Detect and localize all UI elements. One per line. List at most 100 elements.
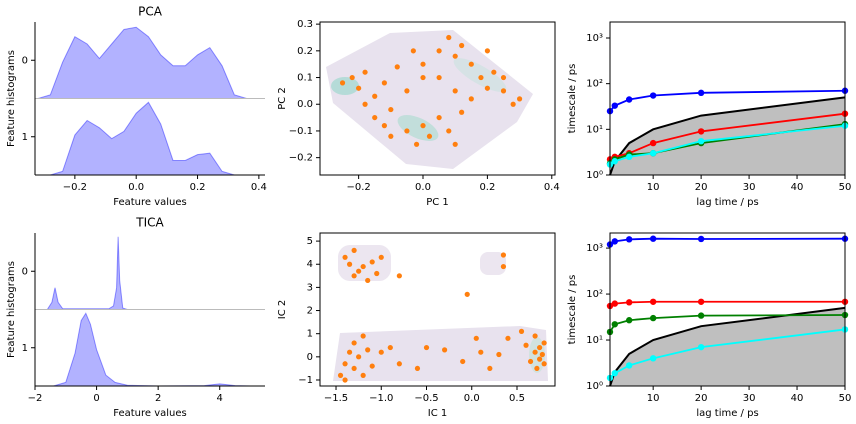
cutoff-area bbox=[610, 307, 845, 386]
scatter-point bbox=[500, 252, 507, 258]
x-tick-label: 40 bbox=[791, 182, 804, 193]
y-tick-label: 10² bbox=[586, 79, 603, 90]
scatter-point bbox=[404, 88, 410, 94]
timescale-marker bbox=[697, 137, 705, 145]
scatter-point bbox=[394, 64, 400, 70]
scatter-point bbox=[452, 88, 458, 94]
timescale-marker bbox=[697, 312, 705, 319]
density-region bbox=[338, 245, 391, 281]
timescale-marker bbox=[611, 158, 618, 165]
scatter-point bbox=[500, 263, 507, 270]
x-tick-label: 0.4 bbox=[251, 182, 267, 193]
axes-frame bbox=[609, 232, 846, 387]
scatter-point bbox=[372, 93, 378, 99]
scatter-point bbox=[369, 259, 375, 265]
y-tick-label: 2 bbox=[307, 306, 313, 317]
y-tick-label: 10⁰ bbox=[586, 170, 603, 181]
scatter-point bbox=[541, 340, 547, 346]
x-tick-label: 40 bbox=[791, 393, 804, 404]
scatter-point bbox=[436, 114, 442, 121]
y-tick-label: 10¹ bbox=[586, 335, 603, 346]
scatter-point bbox=[420, 74, 426, 81]
scatter-point bbox=[484, 48, 490, 54]
scatter-point bbox=[365, 347, 371, 353]
scatter-point bbox=[500, 74, 507, 81]
y-tick-label: 0.3 bbox=[297, 19, 313, 30]
x-axis-label: lag time / ps bbox=[696, 408, 758, 419]
scatter-point bbox=[360, 333, 366, 339]
y-tick-label: 10¹ bbox=[586, 124, 603, 135]
density-region bbox=[326, 30, 533, 169]
scatter-point bbox=[541, 361, 547, 367]
scatter-point bbox=[452, 141, 458, 147]
scatter-point bbox=[468, 61, 474, 67]
x-tick-label: 10 bbox=[647, 393, 660, 404]
y-tick-label: 4 bbox=[307, 259, 313, 270]
y-tick-label: 0 bbox=[22, 55, 28, 66]
x-tick-label: 0.0 bbox=[128, 182, 144, 193]
y-tick-label: −0.1 bbox=[289, 126, 313, 137]
scatter-point bbox=[414, 365, 421, 372]
scatter-point bbox=[396, 273, 402, 279]
scatter-point bbox=[410, 48, 416, 54]
scatter-point bbox=[442, 347, 448, 353]
scatter-point bbox=[372, 114, 378, 121]
x-tick-label: 50 bbox=[839, 182, 852, 193]
y-axis-label: PC 2 bbox=[277, 87, 288, 110]
scatter-point bbox=[468, 96, 474, 102]
timescale-marker bbox=[625, 236, 633, 243]
density-peak bbox=[453, 58, 507, 92]
x-tick-label: 30 bbox=[743, 182, 756, 193]
scatter-point bbox=[516, 96, 523, 102]
x-tick-label: −0.2 bbox=[346, 182, 370, 193]
axes-frame bbox=[319, 232, 556, 387]
x-tick-label: 0.4 bbox=[544, 182, 560, 193]
x-tick-label: 20 bbox=[695, 393, 708, 404]
scatter-point bbox=[484, 85, 490, 91]
x-tick-label: 2 bbox=[155, 393, 161, 404]
scatter-point bbox=[446, 128, 452, 134]
y-tick-label: −1 bbox=[298, 375, 313, 386]
scatter-point bbox=[478, 74, 484, 81]
x-tick-label: 0.2 bbox=[190, 182, 206, 193]
timescale-marker bbox=[649, 150, 657, 157]
scatter-point bbox=[537, 356, 543, 362]
scatter-point bbox=[473, 335, 479, 341]
panel-title: TICA bbox=[135, 216, 164, 230]
scatter-point bbox=[396, 361, 402, 367]
scatter-point bbox=[356, 354, 362, 360]
scatter-point bbox=[539, 351, 545, 358]
y-axis-label: timescale / ps bbox=[567, 275, 578, 345]
scatter-point bbox=[446, 34, 452, 41]
timescale-marker bbox=[697, 343, 705, 351]
x-tick-label: −1.0 bbox=[369, 393, 393, 404]
scatter-point bbox=[420, 123, 426, 129]
scatter-point bbox=[365, 277, 371, 284]
scatter-point bbox=[464, 291, 470, 297]
timescale-marker bbox=[697, 128, 705, 135]
timescale-marker bbox=[611, 300, 618, 307]
timescale-marker bbox=[649, 92, 657, 99]
scatter-point bbox=[337, 372, 344, 378]
timescale-marker bbox=[649, 314, 657, 322]
y-axis-label: Feature histograms bbox=[6, 50, 17, 147]
scatter-point bbox=[423, 344, 430, 351]
scatter-point bbox=[378, 254, 384, 260]
x-tick-label: 0.0 bbox=[464, 393, 480, 404]
scatter-point bbox=[342, 361, 348, 367]
y-tick-label: 10³ bbox=[586, 33, 603, 44]
scatter-point bbox=[346, 349, 353, 355]
scatter-point bbox=[534, 365, 540, 372]
timescale-marker bbox=[625, 299, 633, 306]
x-tick-label: 30 bbox=[743, 393, 756, 404]
timescale-marker bbox=[697, 235, 705, 243]
axes-frame bbox=[319, 21, 556, 176]
scatter-point bbox=[459, 42, 465, 49]
scatter-point bbox=[356, 268, 362, 274]
scatter-point bbox=[537, 344, 543, 351]
scatter-point bbox=[356, 85, 362, 91]
y-tick-label: 10² bbox=[586, 289, 603, 300]
scatter-point bbox=[413, 141, 420, 147]
timescale-marker bbox=[697, 298, 705, 305]
